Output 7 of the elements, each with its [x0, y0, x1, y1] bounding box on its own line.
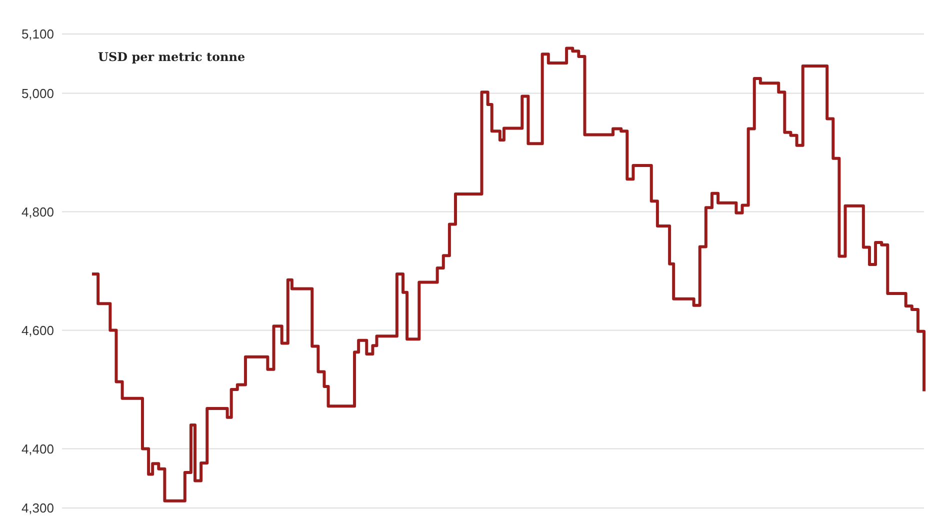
y-tick-label: 5,000: [21, 86, 54, 101]
y-tick-label: 4,800: [21, 204, 54, 220]
y-axis-title: USD per metric tonne: [98, 50, 246, 64]
y-tick-label: 5,100: [21, 26, 54, 42]
y-tick-label: 4,600: [21, 322, 54, 338]
y-tick-label: 4,400: [21, 441, 54, 456]
y-tick-label: 4,300: [21, 500, 54, 516]
